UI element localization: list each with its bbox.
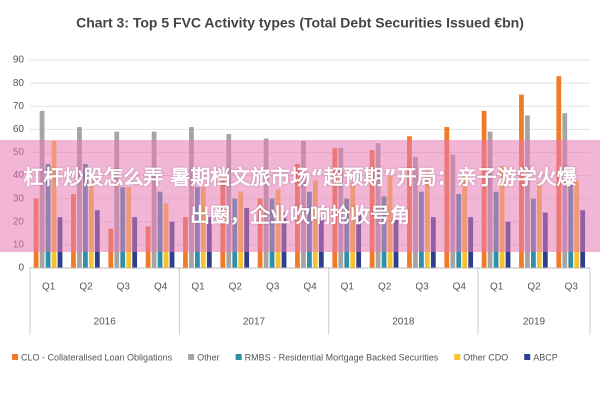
banner-text[interactable]: 杠杆炒股怎么弄 暑期档文旅市场“超预期”开局：亲子游学火爆出圈，企业吹响抢收号角 — [23, 165, 577, 227]
x-tick-label: Q1 — [341, 282, 355, 293]
x-tick-label: Q3 — [117, 282, 131, 293]
y-tick-label: 80 — [13, 78, 25, 89]
x-tick-label: Q3 — [415, 282, 429, 293]
y-tick-label: 60 — [13, 124, 25, 135]
legend-swatch — [524, 354, 531, 360]
legend-label: RMBS - Residential Mortgage Backed Secur… — [245, 352, 439, 362]
y-tick-label: 90 — [13, 55, 25, 66]
x-group-label: 2018 — [392, 317, 415, 328]
legend-label: Other CDO — [463, 352, 508, 362]
x-tick-label: Q4 — [453, 282, 467, 293]
x-tick-label: Q3 — [266, 282, 280, 293]
x-tick-label: Q2 — [229, 282, 243, 293]
legend-label: CLO - Collateralised Loan Obligations — [21, 352, 173, 362]
banner[interactable]: 杠杆炒股怎么弄 暑期档文旅市场“超预期”开局：亲子游学火爆出圈，企业吹响抢收号角 — [0, 140, 600, 252]
legend-swatch — [188, 354, 195, 360]
x-tick-label: Q3 — [565, 282, 579, 293]
x-tick-label: Q2 — [527, 282, 541, 293]
x-group-label: 2017 — [243, 317, 266, 328]
x-tick-label: Q2 — [79, 282, 93, 293]
x-tick-label: Q4 — [154, 282, 168, 293]
chart-title: Chart 3: Top 5 FVC Activity types (Total… — [76, 15, 524, 31]
x-tick-label: Q1 — [42, 282, 56, 293]
legend-swatch — [454, 354, 461, 360]
legend-swatch — [12, 354, 18, 360]
x-tick-label: Q2 — [378, 282, 392, 293]
y-tick-label: 70 — [13, 101, 25, 112]
legend-label: Other — [197, 352, 220, 362]
x-tick-label: Q1 — [490, 282, 504, 293]
x-group-label: 2019 — [523, 317, 546, 328]
x-tick-label: Q4 — [303, 282, 317, 293]
legend-label: ABCP — [533, 352, 558, 362]
y-tick-label: 0 — [18, 263, 24, 274]
legend-swatch — [235, 354, 242, 360]
x-group-label: 2016 — [94, 317, 117, 328]
x-tick-label: Q1 — [191, 282, 205, 293]
